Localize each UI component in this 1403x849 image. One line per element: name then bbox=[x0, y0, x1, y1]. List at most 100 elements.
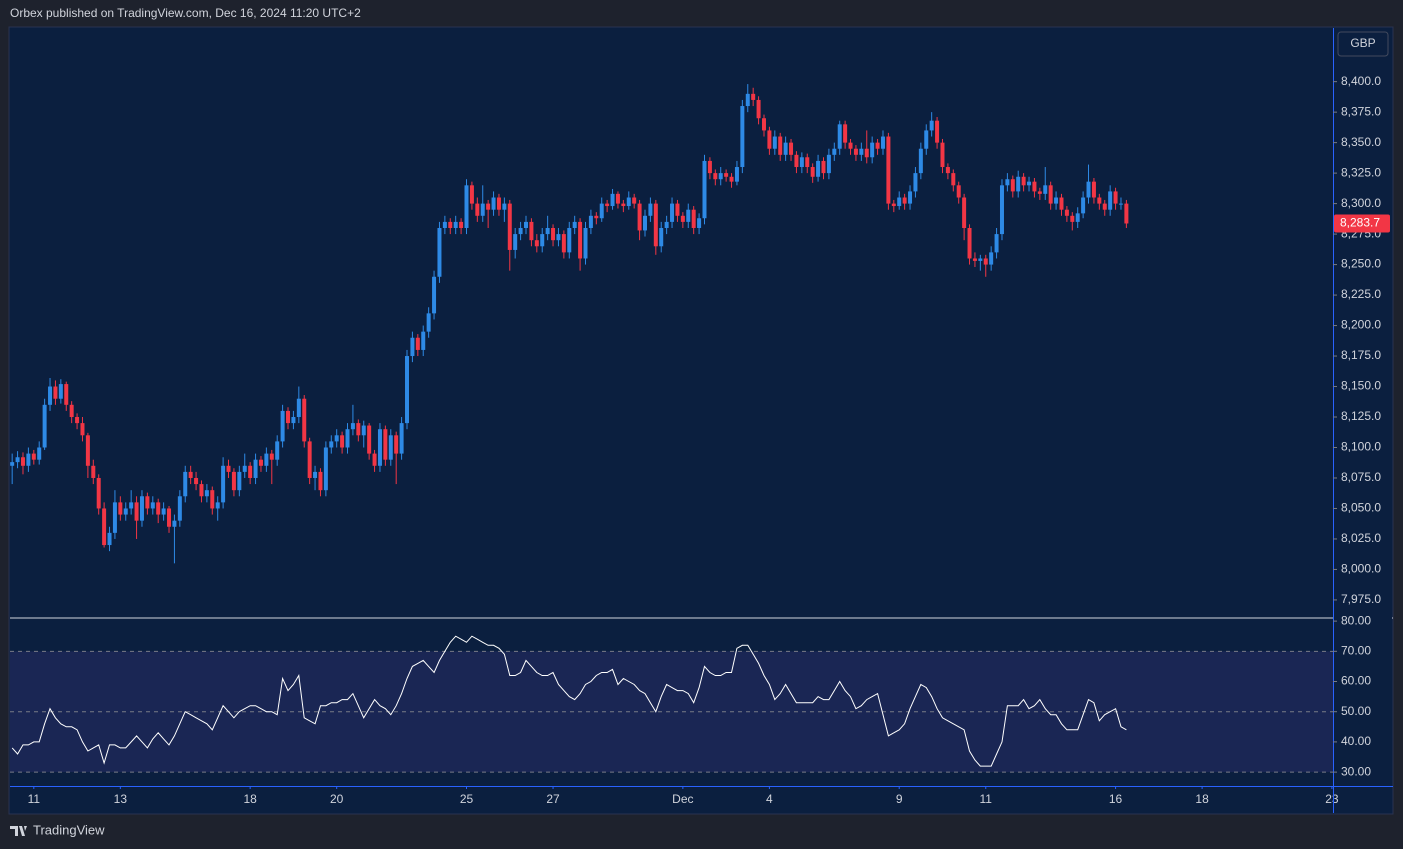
rsi-y-tick-label: 50.00 bbox=[1341, 704, 1371, 718]
candle-body bbox=[475, 203, 480, 216]
candle-body bbox=[751, 93, 756, 100]
candle-body bbox=[204, 490, 209, 497]
candle-body bbox=[367, 425, 372, 454]
rsi-band bbox=[10, 651, 1333, 773]
y-tick-label: 8,025.0 bbox=[1341, 531, 1381, 545]
candle-body bbox=[832, 148, 837, 155]
y-tick-label: 8,075.0 bbox=[1341, 470, 1381, 484]
candle-body bbox=[805, 157, 810, 168]
candle-body bbox=[680, 215, 685, 222]
candle-body bbox=[772, 136, 777, 149]
candle-body bbox=[951, 173, 956, 186]
x-tick-label: 23 bbox=[1325, 792, 1339, 806]
candle-body bbox=[794, 154, 799, 168]
candle-body bbox=[280, 410, 285, 442]
candle-body bbox=[621, 203, 626, 207]
candle-body bbox=[691, 209, 696, 228]
brand-name[interactable]: TradingView bbox=[33, 822, 105, 837]
candle-body bbox=[859, 148, 864, 155]
candle-body bbox=[253, 459, 258, 478]
candle-body bbox=[75, 417, 80, 424]
y-tick-label: 8,350.0 bbox=[1341, 135, 1381, 149]
candle-body bbox=[534, 240, 539, 247]
candle-body bbox=[421, 331, 426, 350]
candle-body bbox=[340, 435, 345, 448]
candle-body bbox=[1081, 197, 1086, 214]
candle-body bbox=[383, 429, 388, 460]
candle-body bbox=[908, 191, 913, 204]
candle-body bbox=[610, 193, 615, 207]
currency-button[interactable] bbox=[1337, 31, 1389, 57]
candle-body bbox=[994, 234, 999, 253]
candle-body bbox=[556, 234, 561, 241]
candle-body bbox=[1108, 191, 1113, 210]
candle-body bbox=[599, 203, 604, 219]
candle-body bbox=[918, 148, 923, 174]
candle-body bbox=[242, 465, 247, 472]
candle-body bbox=[962, 197, 967, 228]
candle-body bbox=[615, 193, 620, 204]
candle-body bbox=[675, 203, 680, 216]
candle-body bbox=[286, 410, 291, 424]
candle-body bbox=[318, 471, 323, 491]
candle-body bbox=[448, 221, 453, 228]
candle-body bbox=[129, 502, 134, 509]
candle-body bbox=[507, 203, 512, 250]
y-tick-label: 8,400.0 bbox=[1341, 74, 1381, 88]
candle-body bbox=[226, 465, 231, 472]
x-tick-label: 16 bbox=[1109, 792, 1123, 806]
candle-body bbox=[572, 221, 577, 228]
rsi-y-tick-label: 40.00 bbox=[1341, 734, 1371, 748]
candle-body bbox=[999, 185, 1004, 235]
candle-body bbox=[967, 227, 972, 259]
candle-body bbox=[745, 93, 750, 107]
candle-body bbox=[740, 106, 745, 168]
y-tick-label: 8,100.0 bbox=[1341, 440, 1381, 454]
x-tick-label: Dec bbox=[672, 792, 693, 806]
candle-body bbox=[329, 441, 334, 448]
candle-body bbox=[58, 384, 63, 399]
candle-body bbox=[1064, 209, 1069, 216]
rsi-line bbox=[11, 635, 1127, 767]
x-tick-label: 18 bbox=[1195, 792, 1209, 806]
candle-body bbox=[64, 384, 69, 405]
candle-body bbox=[761, 118, 766, 131]
candle-body bbox=[642, 215, 647, 231]
candle-body bbox=[989, 252, 994, 265]
candle-body bbox=[513, 234, 518, 250]
candle-body bbox=[296, 398, 301, 418]
candle-body bbox=[935, 120, 940, 143]
candle-body bbox=[167, 508, 172, 527]
candle-body bbox=[713, 173, 718, 180]
x-tick-label: 27 bbox=[546, 792, 560, 806]
publish-info: Orbex published on TradingView.com, Dec … bbox=[10, 6, 361, 20]
candle-body bbox=[1032, 181, 1037, 192]
candle-body bbox=[1054, 197, 1059, 204]
candle-body bbox=[415, 337, 420, 350]
candle-body bbox=[664, 221, 669, 228]
candle-body bbox=[258, 459, 263, 466]
brand-logo[interactable]: TradingView bbox=[10, 822, 105, 837]
candle-body bbox=[810, 167, 815, 177]
candle-body bbox=[361, 425, 366, 436]
candle-body bbox=[496, 197, 501, 210]
candle-body bbox=[864, 148, 869, 158]
y-tick-label: 8,325.0 bbox=[1341, 165, 1381, 179]
candle-body bbox=[1005, 179, 1010, 186]
candle-body bbox=[540, 234, 545, 247]
candle-body bbox=[843, 124, 848, 143]
price-axis bbox=[1334, 58, 1392, 786]
candle-body bbox=[637, 203, 642, 231]
candle-body bbox=[37, 447, 42, 460]
candle-body bbox=[334, 435, 339, 442]
candle-body bbox=[96, 477, 101, 509]
candle-body bbox=[399, 423, 404, 454]
candle-body bbox=[816, 160, 821, 177]
candle-body bbox=[437, 227, 442, 277]
candle-body bbox=[426, 313, 431, 332]
candle-body bbox=[1043, 185, 1048, 194]
candle-body bbox=[491, 197, 496, 210]
currency-label[interactable]: GBP bbox=[1350, 36, 1375, 50]
candle-body bbox=[188, 471, 193, 478]
